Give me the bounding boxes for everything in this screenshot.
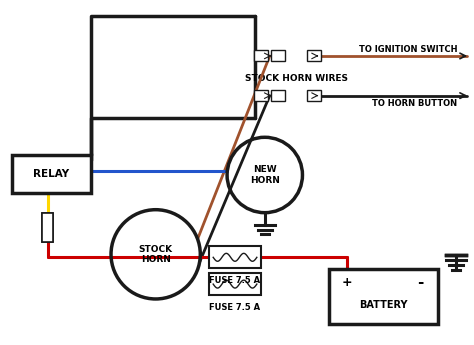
Bar [42,213,54,243]
Text: RELAY: RELAY [34,169,70,179]
Text: -: - [417,275,424,290]
Bar [255,50,268,61]
Text: STOCK
HORN: STOCK HORN [138,245,173,264]
Text: BATTERY: BATTERY [360,300,408,310]
Bar [329,269,438,324]
Text: +: + [342,276,352,289]
Bar [42,213,54,243]
Bar [308,50,321,61]
Bar [308,90,321,101]
Bar [209,273,261,295]
Text: STOCK HORN WIRES: STOCK HORN WIRES [245,74,348,83]
Text: TO IGNITION SWITCH: TO IGNITION SWITCH [359,45,457,53]
Text: TO HORN BUTTON: TO HORN BUTTON [372,99,457,108]
Bar [209,246,261,268]
Bar [271,90,285,101]
Bar [12,155,91,193]
Bar [271,50,285,61]
Text: NEW
HORN: NEW HORN [250,165,280,185]
Text: FUSE 7.5 A: FUSE 7.5 A [210,276,261,285]
Bar [255,90,268,101]
Text: FUSE 7.5 A: FUSE 7.5 A [210,303,261,312]
